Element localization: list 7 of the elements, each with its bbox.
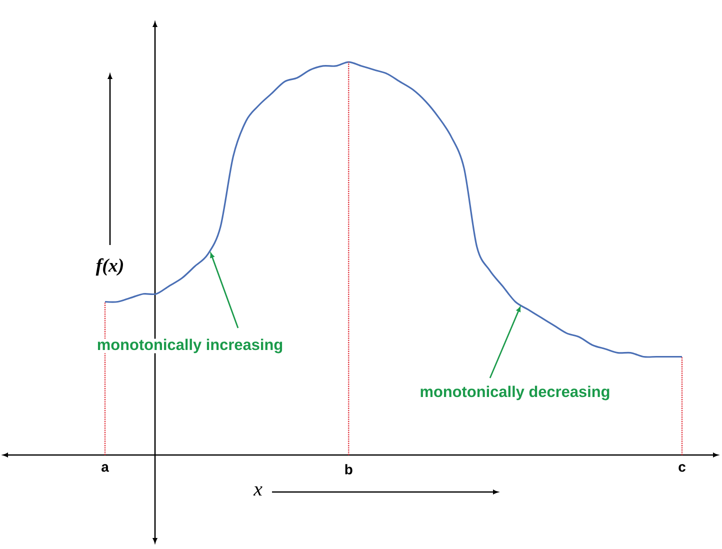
x-axis-title: x: [253, 486, 262, 496]
x-tick-label: c: [678, 464, 686, 472]
y-axis-title: f(x): [96, 258, 123, 276]
x-tick-label: b: [345, 464, 352, 474]
annotation: monotonically increasing: [98, 338, 282, 354]
x-tick-label: a: [102, 464, 109, 472]
annotation: monotonically decreasing: [420, 386, 610, 400]
